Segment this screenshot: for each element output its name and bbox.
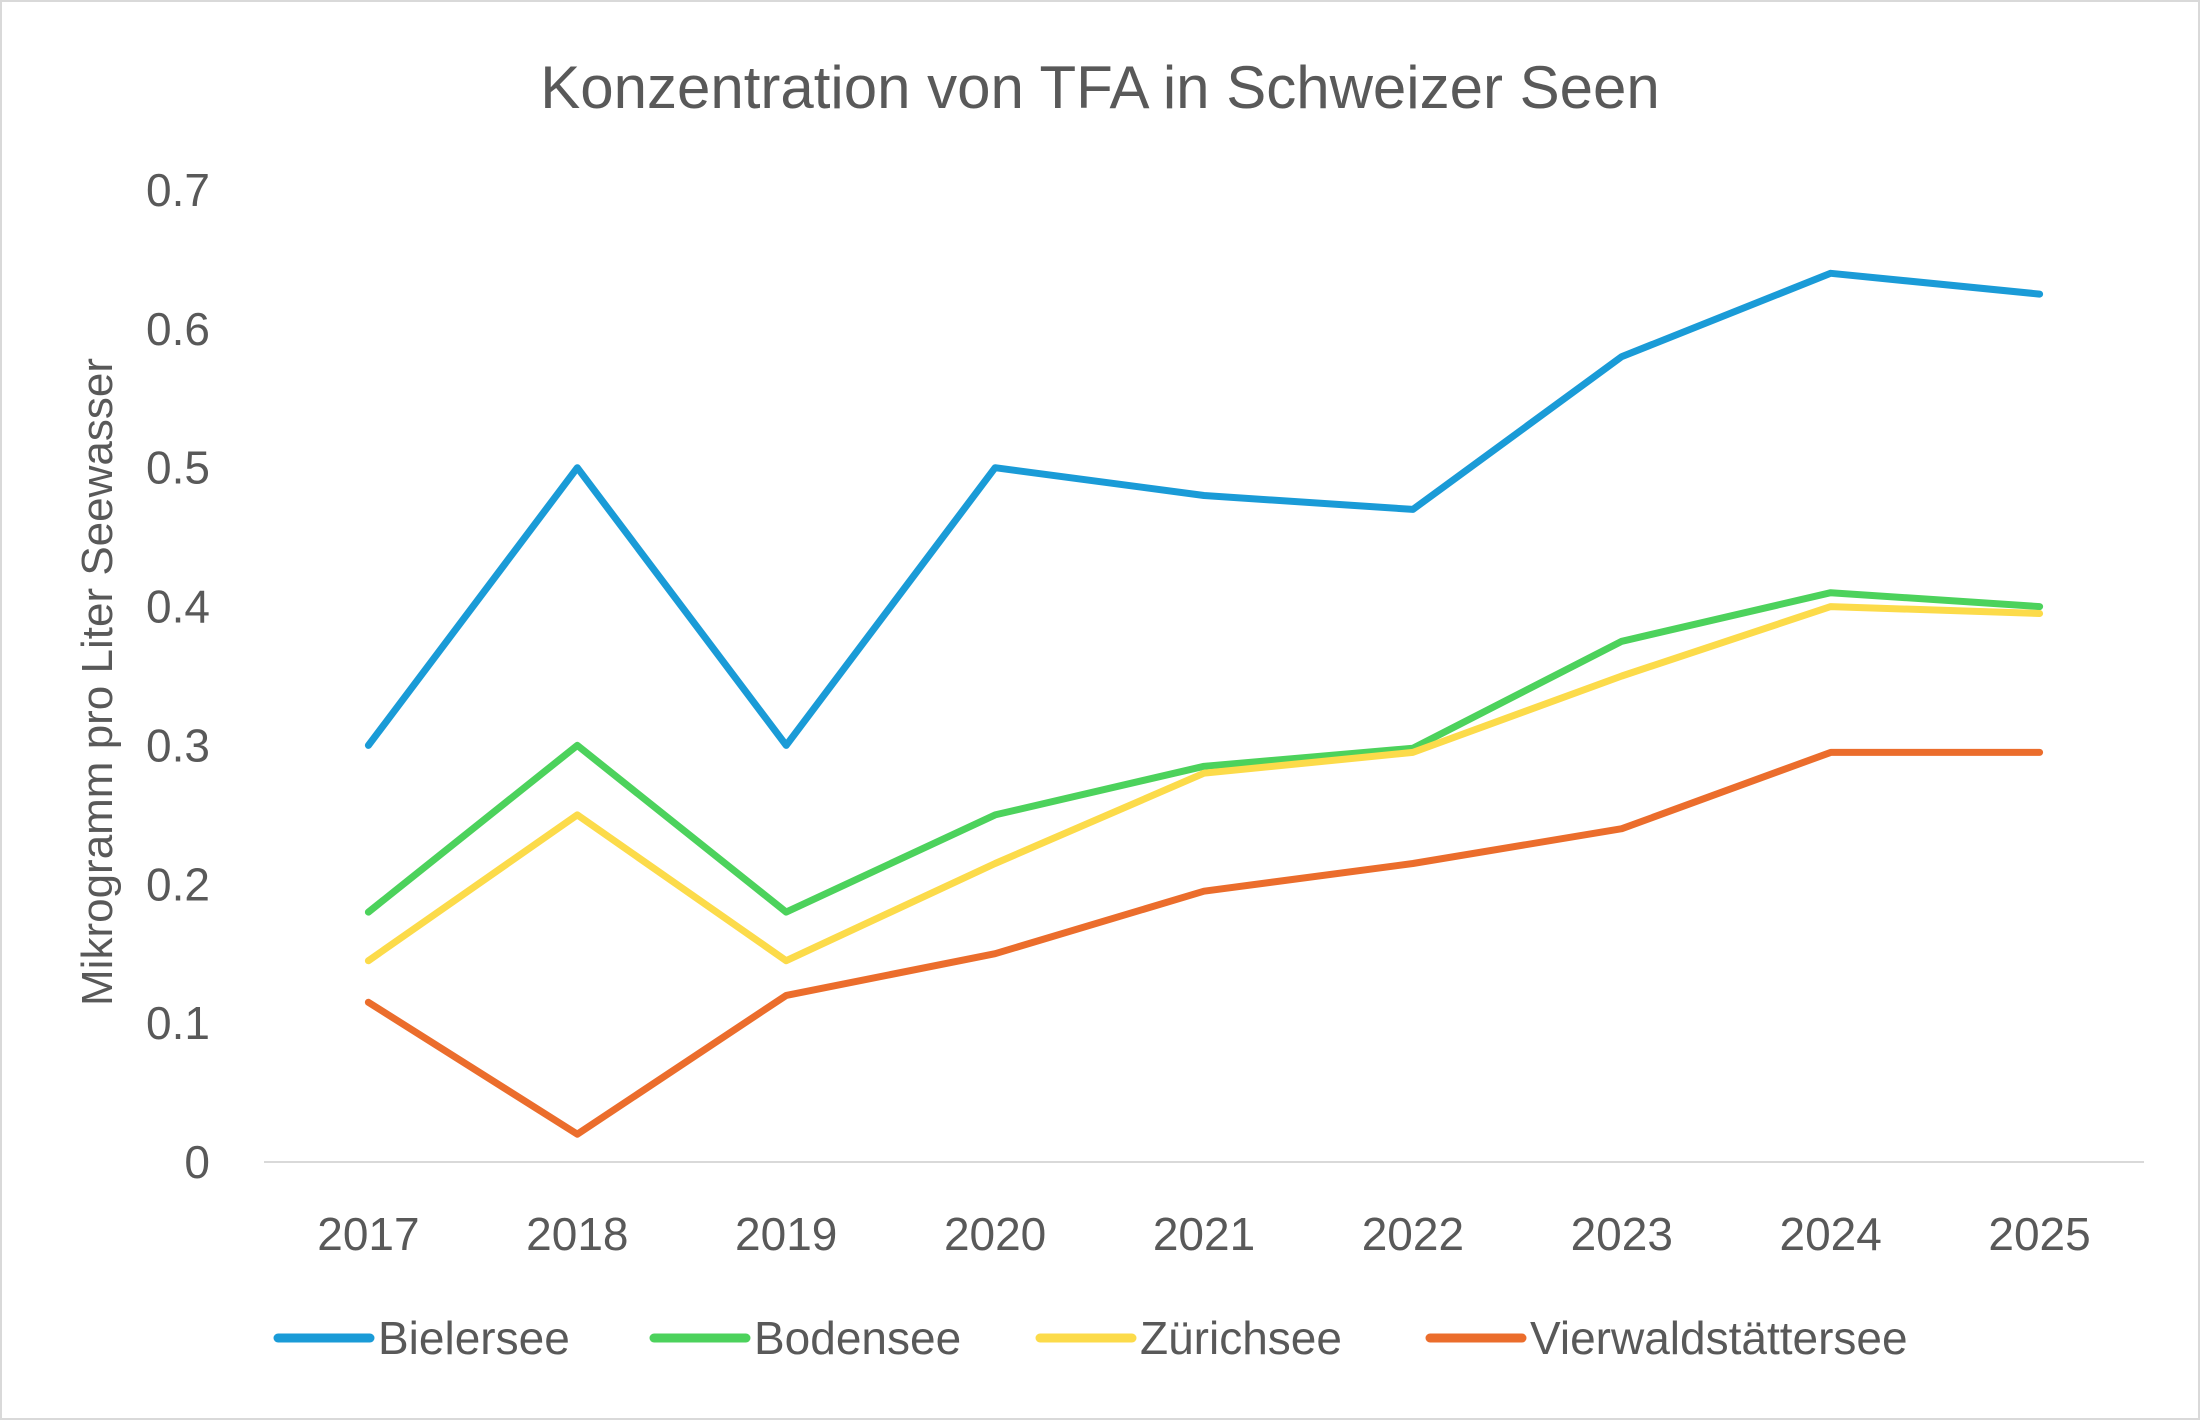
chart-title: Konzentration von TFA in Schweizer Seen — [540, 54, 1660, 121]
x-tick-label: 2018 — [526, 1208, 628, 1260]
series-lines — [364, 269, 2044, 1138]
y-tick-label: 0.1 — [146, 997, 210, 1049]
x-tick-label: 2019 — [735, 1208, 837, 1260]
y-tick-label: 0.5 — [146, 442, 210, 494]
y-axis-label: Mikrogramm pro Liter Seewasser — [73, 358, 122, 1006]
x-tick-label: 2023 — [1571, 1208, 1673, 1260]
series-line-bielersee — [364, 269, 2044, 749]
y-tick-label: 0 — [184, 1136, 210, 1188]
y-tick-labels: 0 0.1 0.2 0.3 0.4 0.5 0.6 0.7 — [146, 164, 210, 1188]
legend-label: Bielersee — [378, 1312, 570, 1364]
x-tick-label: 2020 — [944, 1208, 1046, 1260]
y-tick-label: 0.4 — [146, 581, 210, 633]
x-tick-label: 2017 — [317, 1208, 419, 1260]
x-tick-label: 2024 — [1779, 1208, 1881, 1260]
legend-label: Zürichsee — [1140, 1312, 1342, 1364]
y-tick-label: 0.6 — [146, 303, 210, 355]
x-tick-label: 2025 — [1988, 1208, 2090, 1260]
y-tick-label: 0.2 — [146, 858, 210, 910]
series-line-vierwaldstättersee — [364, 748, 2044, 1138]
legend: Bielersee Bodensee Zürichsee Vierwaldstätte… — [273, 1312, 1908, 1364]
y-tick-label: 0.7 — [146, 164, 210, 216]
series-line-zürichsee — [364, 603, 2044, 965]
x-tick-label: 2021 — [1153, 1208, 1255, 1260]
legend-label: Vierwaldstättersee — [1530, 1312, 1908, 1364]
x-tick-label: 2022 — [1362, 1208, 1464, 1260]
legend-label: Bodensee — [754, 1312, 961, 1364]
y-tick-label: 0.3 — [146, 719, 210, 771]
series-line-bodensee — [364, 589, 2044, 916]
x-tick-labels: 2017 2018 2019 2020 2021 2022 2023 2024 2025 — [317, 1208, 2090, 1260]
